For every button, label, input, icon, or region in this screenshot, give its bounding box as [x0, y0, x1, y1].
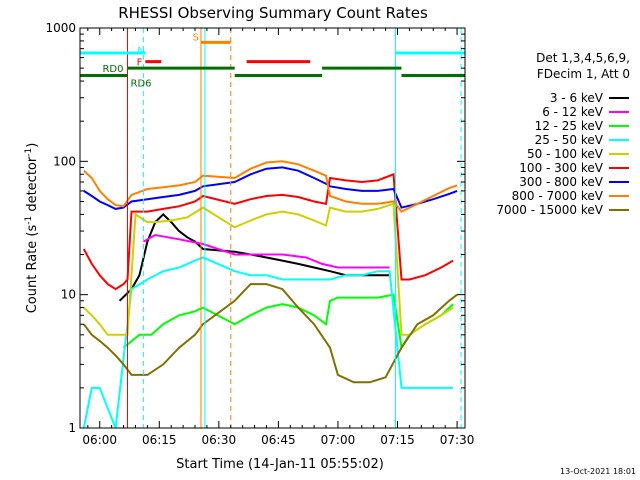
- x-axis-label: Start Time (14-Jan-11 05:55:02): [176, 457, 384, 472]
- chart-title: RHESSI Observing Summary Count Rates: [118, 4, 428, 22]
- legend-label-8: 800 - 7000 keV: [512, 189, 604, 203]
- legend-label-3: 12 - 25 keV: [535, 119, 604, 133]
- legend-label-1: 3 - 6 keV: [550, 91, 604, 105]
- flag-label-rd6: RD6: [131, 79, 152, 90]
- legend-header-2: FDecim 1, Att 0: [537, 67, 630, 81]
- x-tick-label: 06:45: [261, 433, 296, 447]
- x-tick-label: 07:00: [321, 433, 356, 447]
- x-tick-label: 06:00: [82, 433, 117, 447]
- legend-header-1: Det 1,3,4,5,6,9,: [536, 51, 630, 65]
- y-tick-label: 100: [53, 154, 76, 168]
- y-axis-label: Count Rate (s-1 detector-1): [24, 143, 40, 314]
- legend-label-4: 25 - 50 keV: [535, 133, 604, 147]
- x-tick-label: 06:15: [142, 433, 177, 447]
- flag-label-s: S: [193, 32, 199, 43]
- y-tick-label: 1000: [45, 21, 76, 35]
- flag-label-rd0: RD0: [102, 64, 123, 75]
- flag-label-n: N: [137, 46, 144, 57]
- x-tick-label: 07:15: [380, 433, 415, 447]
- legend-label-6: 100 - 300 keV: [519, 161, 603, 175]
- footer-date: 13-Oct-2021 18:01: [560, 467, 636, 476]
- legend-label-5: 50 - 100 keV: [527, 147, 604, 161]
- x-tick-label: 07:30: [440, 433, 475, 447]
- legend-label-2: 6 - 12 keV: [542, 105, 604, 119]
- legend-label-9: 7000 - 15000 keV: [496, 203, 603, 217]
- x-tick-label: 06:30: [202, 433, 237, 447]
- y-tick-label: 10: [61, 288, 76, 302]
- legend-label-7: 300 - 800 keV: [519, 175, 603, 189]
- y-tick-label: 1: [68, 421, 76, 435]
